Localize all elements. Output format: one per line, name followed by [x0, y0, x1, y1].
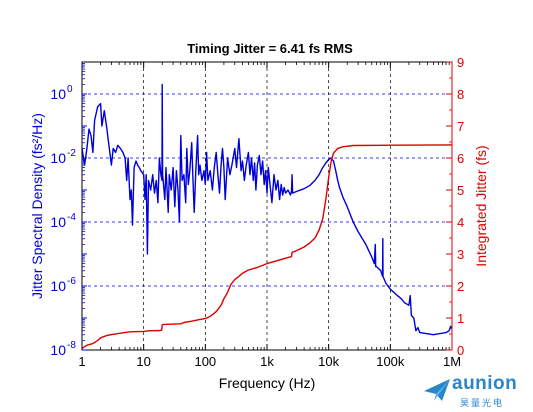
x-tick-label: 10k [318, 354, 339, 369]
x-tick-label: 1M [443, 354, 461, 369]
chart-title: Timing Jitter = 6.41 fs RMS [187, 41, 353, 56]
left-y-axis-label: Jitter Spectral Density (fs²/Hz) [29, 113, 45, 299]
y-left-tick-label: 10 [50, 214, 66, 230]
y-left-tick-exponent: -8 [67, 340, 76, 351]
y-left-tick-exponent: -4 [67, 212, 76, 223]
y-right-tick-label: 0 [457, 343, 464, 358]
right-y-axis: 0 1 2 3 4 5 6 7 8 9 [446, 55, 464, 358]
x-axis: 1 10 100 1k 10k 100k 1M [78, 62, 461, 369]
right-y-axis-label: Integrated Jitter (fs) [473, 145, 489, 266]
aunion-logo: aunion 昊量光电 [420, 373, 530, 409]
x-tick-label: 10 [136, 354, 150, 369]
y-right-tick-label: 1 [457, 311, 464, 326]
x-tick-label: 1k [260, 354, 274, 369]
y-right-tick-label: 6 [457, 151, 464, 166]
jitter-spectral-density-line [81, 83, 453, 336]
y-right-tick-label: 4 [457, 215, 464, 230]
y-left-tick-exponent: -6 [67, 276, 76, 287]
y-right-tick-label: 7 [457, 119, 464, 134]
y-right-tick-label: 5 [457, 183, 464, 198]
x-tick-label: 100k [376, 354, 405, 369]
series-layer [81, 83, 453, 349]
y-left-tick-label: 10 [50, 342, 66, 358]
y-left-tick-label: 10 [50, 278, 66, 294]
y-right-tick-label: 2 [457, 279, 464, 294]
y-left-tick-exponent: -2 [67, 148, 76, 159]
integrated-jitter-line [81, 144, 453, 349]
x-tick-label: 100 [194, 354, 216, 369]
x-axis-label: Frequency (Hz) [219, 375, 315, 391]
x-tick-label: 1 [78, 354, 85, 369]
y-right-tick-label: 9 [457, 55, 464, 70]
y-right-tick-label: 3 [457, 247, 464, 262]
y-left-tick-exponent: 0 [67, 84, 73, 95]
grid-lines [82, 62, 452, 350]
y-left-tick-label: 10 [50, 150, 66, 166]
y-right-tick-label: 8 [457, 87, 464, 102]
paper-plane-icon [424, 379, 450, 401]
y-left-tick-label: 10 [50, 86, 66, 102]
